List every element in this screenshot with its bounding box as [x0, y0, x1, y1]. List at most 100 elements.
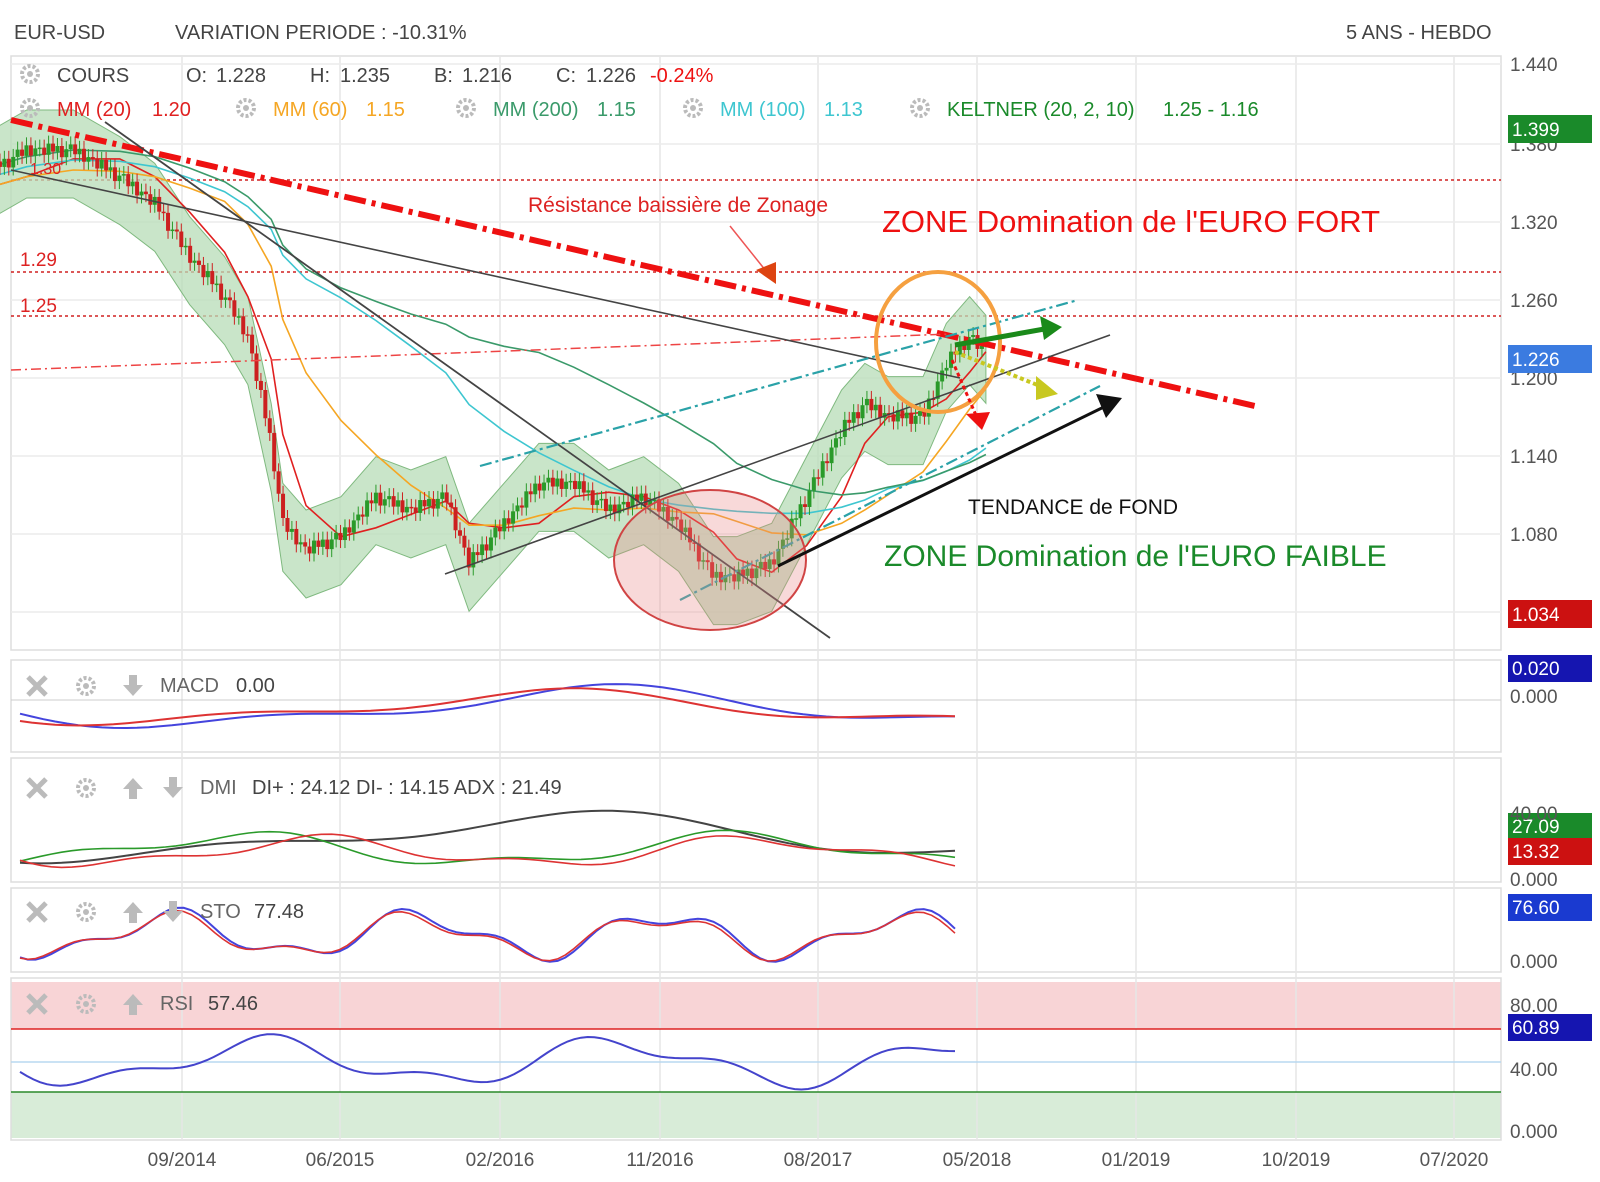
candle-body — [741, 569, 746, 576]
candle-body — [922, 411, 927, 417]
candle-body — [754, 568, 759, 579]
candle-body — [400, 500, 405, 513]
cours-gear-icon[interactable] — [20, 64, 40, 84]
gear-icon[interactable] — [76, 902, 96, 922]
candle-body — [276, 471, 281, 494]
candle-body — [294, 528, 299, 545]
sto-d-line — [19, 909, 956, 962]
candle-body — [139, 191, 144, 196]
open-value: 1.228 — [216, 65, 266, 87]
candle-body — [692, 542, 697, 544]
rsi-panel[interactable] — [10, 977, 1502, 1141]
candle-body — [918, 411, 923, 416]
x-tick-label: 06/2015 — [306, 1150, 375, 1171]
candle-body — [559, 478, 564, 489]
candle-body — [232, 300, 237, 317]
indicator-tag-label: 13.32 — [1512, 842, 1560, 863]
close-icon[interactable] — [26, 993, 48, 1015]
arrow-up-icon[interactable] — [123, 994, 143, 1015]
candle-body — [192, 260, 197, 263]
close-icon[interactable] — [26, 675, 48, 697]
candle-body — [356, 514, 361, 521]
candle-body — [617, 504, 622, 514]
indicator-gear-icon[interactable] — [236, 98, 256, 118]
y-tick-label: 1.200 — [1510, 369, 1558, 390]
candle-body — [11, 156, 16, 168]
candle-body — [46, 143, 51, 155]
candle-body — [957, 343, 962, 355]
candle-body — [590, 490, 595, 505]
candle-body — [869, 398, 874, 411]
candle-body — [431, 499, 436, 509]
neutral-arrowhead — [1036, 376, 1058, 400]
macd-panel[interactable] — [10, 659, 1502, 753]
indicator-tag — [1508, 813, 1592, 840]
candle-body — [117, 175, 122, 182]
candle-body — [471, 552, 476, 568]
candle-body — [2, 158, 7, 167]
bear-arrowhead — [966, 412, 990, 430]
candle-body — [789, 518, 794, 539]
x-tick-label: 11/2016 — [626, 1150, 693, 1171]
candle-body — [334, 532, 339, 540]
candle-body — [33, 148, 38, 156]
candle-body — [373, 492, 378, 504]
price-panel[interactable] — [10, 55, 1502, 651]
y-tick-label: 1.260 — [1510, 291, 1558, 312]
sto-panel[interactable] — [10, 887, 1502, 973]
indicator-gear-icon[interactable] — [20, 98, 40, 118]
close-icon[interactable] — [26, 777, 48, 799]
candle-body — [940, 370, 945, 382]
trend-arrowhead — [1096, 394, 1122, 418]
candle-body — [696, 543, 701, 562]
candle-body — [73, 144, 78, 155]
arrow-down-icon[interactable] — [123, 675, 143, 696]
y-tick-label: 1.080 — [1510, 525, 1558, 546]
candle-body — [767, 559, 772, 570]
candle-body — [342, 527, 347, 541]
dmi-panel[interactable] — [10, 757, 1502, 883]
candle-body — [780, 539, 785, 549]
candle-body — [303, 542, 308, 547]
arrow-up-icon[interactable] — [123, 902, 143, 923]
candle-body — [652, 499, 657, 501]
gear-icon[interactable] — [76, 778, 96, 798]
high-label: H: — [310, 65, 330, 87]
price-tag — [1508, 345, 1592, 373]
candle-body — [926, 398, 931, 417]
thin-resistance-line — [10, 333, 951, 371]
candle-body — [493, 527, 498, 538]
candle-body — [81, 148, 86, 162]
arrow-down-icon[interactable] — [163, 777, 183, 798]
bear-arrow — [950, 359, 980, 421]
indicator-gear-icon[interactable] — [683, 98, 703, 118]
candle-body — [732, 574, 737, 582]
bottom-circle — [613, 489, 807, 631]
gear-icon[interactable] — [76, 994, 96, 1014]
candle-body — [236, 316, 241, 318]
candle-body — [586, 490, 591, 493]
di-minus-line — [19, 833, 956, 869]
arrow-up-icon[interactable] — [123, 778, 143, 799]
candle-body — [351, 520, 356, 533]
candle-body — [90, 157, 95, 159]
arrow-down-icon[interactable] — [163, 901, 183, 922]
price-tag-label: 1.034 — [1512, 605, 1560, 626]
candle-body — [878, 404, 883, 418]
candle-body — [422, 500, 427, 507]
gear-icon[interactable] — [76, 676, 96, 696]
candle-body — [453, 507, 458, 531]
candle-body — [444, 492, 449, 503]
x-tick-label: 01/2019 — [1102, 1150, 1171, 1171]
close-icon[interactable] — [26, 901, 48, 923]
indicator-gear-icon[interactable] — [456, 98, 476, 118]
x-tick-label: 10/2019 — [1262, 1150, 1331, 1171]
indicator-gear-icon[interactable] — [910, 98, 930, 118]
candle-body — [860, 405, 865, 419]
annotation-tendance: TENDANCE de FOND — [968, 496, 1178, 519]
candle-body — [550, 477, 555, 487]
candle-body — [979, 346, 984, 349]
x-tick-label: 07/2020 — [1420, 1150, 1489, 1171]
candle-body — [250, 334, 255, 354]
candle-body — [219, 283, 224, 300]
